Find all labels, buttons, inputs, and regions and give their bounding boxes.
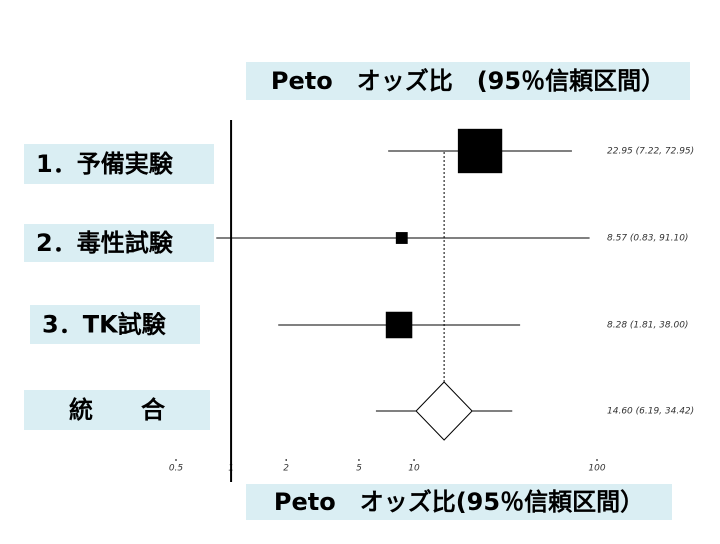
chart-title: Peto オッズ比 (95％信頼区間） [271, 67, 665, 95]
value-label: 14.60 (6.19, 34.42) [607, 407, 694, 417]
value-label: 8.57 (0.83, 91.10) [607, 234, 688, 244]
label-box [30, 305, 200, 344]
pooled-diamond [415, 381, 473, 441]
estimate-square [457, 128, 503, 174]
pooled-label: 統 合 [69, 396, 166, 424]
study-label: 2．毒性試験 [36, 229, 174, 257]
estimate-square [395, 232, 408, 244]
x-tick-label: 5 [356, 464, 362, 474]
study-label: 1．予備実験 [36, 150, 174, 178]
label-box [24, 144, 214, 184]
estimate-square [385, 311, 413, 339]
x-tick-label: 0.5 [169, 464, 184, 474]
value-label: 8.28 (1.81, 38.00) [607, 321, 688, 331]
x-axis-label: Peto オッズ比(95％信頼区間） [274, 488, 644, 516]
study-label: 3．TK試験 [42, 311, 167, 339]
value-label: 22.95 (7.22, 72.95) [607, 147, 694, 157]
label-box [24, 224, 214, 262]
x-tick-label: 10 [408, 464, 420, 474]
title-box [246, 62, 690, 100]
x-label-box [246, 484, 672, 520]
x-tick-label: 100 [588, 464, 605, 474]
label-box [24, 390, 210, 430]
x-tick-label: 2 [283, 464, 289, 474]
